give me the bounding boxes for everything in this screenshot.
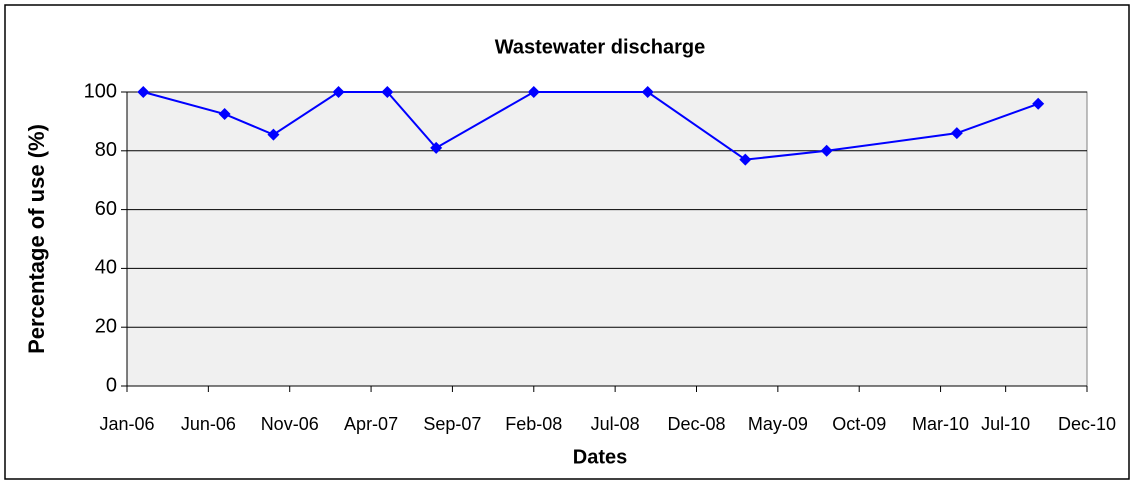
data-point [1032, 97, 1045, 110]
y-tick-label: 20 [95, 315, 117, 337]
y-axis-title: Percentage of use (%) [24, 124, 49, 354]
x-tick-label: Nov-06 [261, 414, 319, 434]
y-tick-label: 80 [95, 139, 117, 161]
chart-title: Wastewater discharge [495, 36, 705, 58]
y-tick-label: 60 [95, 198, 117, 220]
x-axis-title: Dates [573, 446, 627, 468]
data-point [820, 144, 833, 157]
data-point [739, 153, 752, 166]
y-tick-label: 100 [84, 80, 117, 102]
plot-area [126, 91, 1088, 387]
x-tick-label: Jul-10 [981, 414, 1030, 434]
data-point [641, 86, 654, 98]
data-point [381, 86, 394, 98]
x-tick-label: May-09 [748, 414, 808, 434]
x-tick-label: Oct-09 [832, 414, 886, 434]
data-point [218, 108, 231, 121]
data-point [267, 128, 280, 141]
data-point [332, 86, 345, 98]
x-tick-label: Sep-07 [423, 414, 481, 434]
x-tick-label: Jul-08 [591, 414, 640, 434]
x-tick-label: Apr-07 [344, 414, 398, 434]
data-point [950, 127, 963, 140]
y-tick-label: 40 [95, 257, 117, 279]
x-tick-label: Dec-10 [1058, 414, 1116, 434]
x-tick-label: Mar-10 [912, 414, 969, 434]
data-point [137, 86, 150, 98]
data-point [527, 86, 540, 98]
y-tick-label: 0 [106, 374, 117, 396]
data-line [143, 91, 1039, 161]
x-tick-label: Jan-06 [99, 414, 154, 434]
x-tick-label: Feb-08 [505, 414, 562, 434]
x-tick-label: Dec-08 [667, 414, 725, 434]
data-point [430, 141, 443, 154]
x-tick-label: Jun-06 [181, 414, 236, 434]
